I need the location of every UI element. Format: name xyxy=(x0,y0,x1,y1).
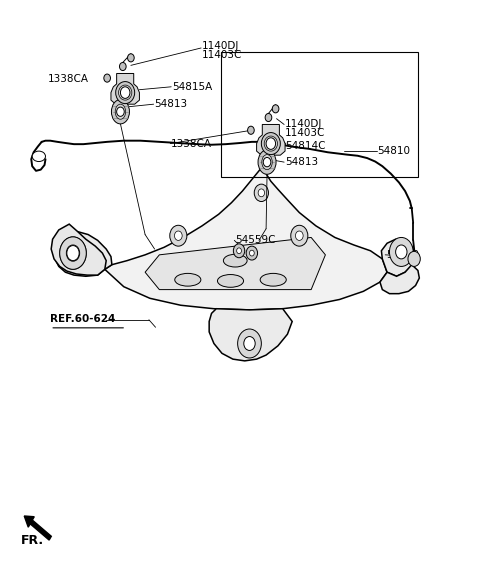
Ellipse shape xyxy=(264,136,277,151)
Ellipse shape xyxy=(261,133,280,154)
Ellipse shape xyxy=(119,85,132,100)
Text: 54813: 54813 xyxy=(285,157,318,167)
Circle shape xyxy=(174,231,182,240)
Bar xyxy=(221,52,418,177)
Circle shape xyxy=(67,246,79,261)
Text: 1140DJ: 1140DJ xyxy=(285,119,323,129)
Ellipse shape xyxy=(111,99,130,124)
Ellipse shape xyxy=(115,104,126,119)
Text: 1338CA: 1338CA xyxy=(48,74,89,84)
Circle shape xyxy=(272,105,279,113)
Ellipse shape xyxy=(32,151,46,161)
Circle shape xyxy=(104,74,110,82)
Circle shape xyxy=(254,184,268,201)
Text: 11403C: 11403C xyxy=(285,128,325,138)
Polygon shape xyxy=(51,224,106,275)
Text: 1140DJ: 1140DJ xyxy=(202,41,240,51)
Polygon shape xyxy=(382,239,416,276)
Text: FR.: FR. xyxy=(21,534,44,547)
Circle shape xyxy=(389,238,413,266)
Circle shape xyxy=(296,231,303,240)
Circle shape xyxy=(120,63,126,71)
Circle shape xyxy=(263,157,271,167)
Ellipse shape xyxy=(116,81,135,104)
Text: 54815A: 54815A xyxy=(173,82,213,92)
Text: 54814C: 54814C xyxy=(285,142,325,152)
Circle shape xyxy=(120,87,130,98)
Ellipse shape xyxy=(258,150,276,174)
Circle shape xyxy=(408,252,420,266)
Ellipse shape xyxy=(175,273,201,286)
Polygon shape xyxy=(105,168,387,310)
Polygon shape xyxy=(257,125,285,155)
Circle shape xyxy=(233,244,245,258)
Circle shape xyxy=(291,225,308,246)
Text: 54813: 54813 xyxy=(155,99,188,109)
Circle shape xyxy=(266,138,276,149)
Circle shape xyxy=(248,126,254,135)
Circle shape xyxy=(265,113,272,122)
Ellipse shape xyxy=(223,254,247,267)
Circle shape xyxy=(117,107,124,116)
Circle shape xyxy=(396,245,407,259)
Polygon shape xyxy=(111,74,139,104)
Text: 1338CA: 1338CA xyxy=(171,139,212,149)
Circle shape xyxy=(244,336,255,350)
Circle shape xyxy=(60,237,86,269)
Text: 11403C: 11403C xyxy=(202,50,242,60)
Polygon shape xyxy=(55,232,112,276)
Circle shape xyxy=(250,250,254,256)
Circle shape xyxy=(66,245,80,261)
Text: REF.60-624: REF.60-624 xyxy=(50,314,116,324)
Polygon shape xyxy=(380,264,420,294)
FancyArrow shape xyxy=(24,516,51,540)
Polygon shape xyxy=(145,238,325,290)
Circle shape xyxy=(170,225,187,246)
Circle shape xyxy=(237,248,241,254)
Circle shape xyxy=(258,189,264,197)
Text: 54559C: 54559C xyxy=(235,235,276,245)
Circle shape xyxy=(246,246,258,260)
Circle shape xyxy=(128,54,134,62)
Text: 54810: 54810 xyxy=(378,146,410,156)
Circle shape xyxy=(60,237,86,269)
Polygon shape xyxy=(209,309,292,361)
Ellipse shape xyxy=(262,154,272,170)
Text: 54830: 54830 xyxy=(386,250,419,260)
Ellipse shape xyxy=(217,274,243,287)
Circle shape xyxy=(238,329,261,358)
Ellipse shape xyxy=(260,273,286,286)
